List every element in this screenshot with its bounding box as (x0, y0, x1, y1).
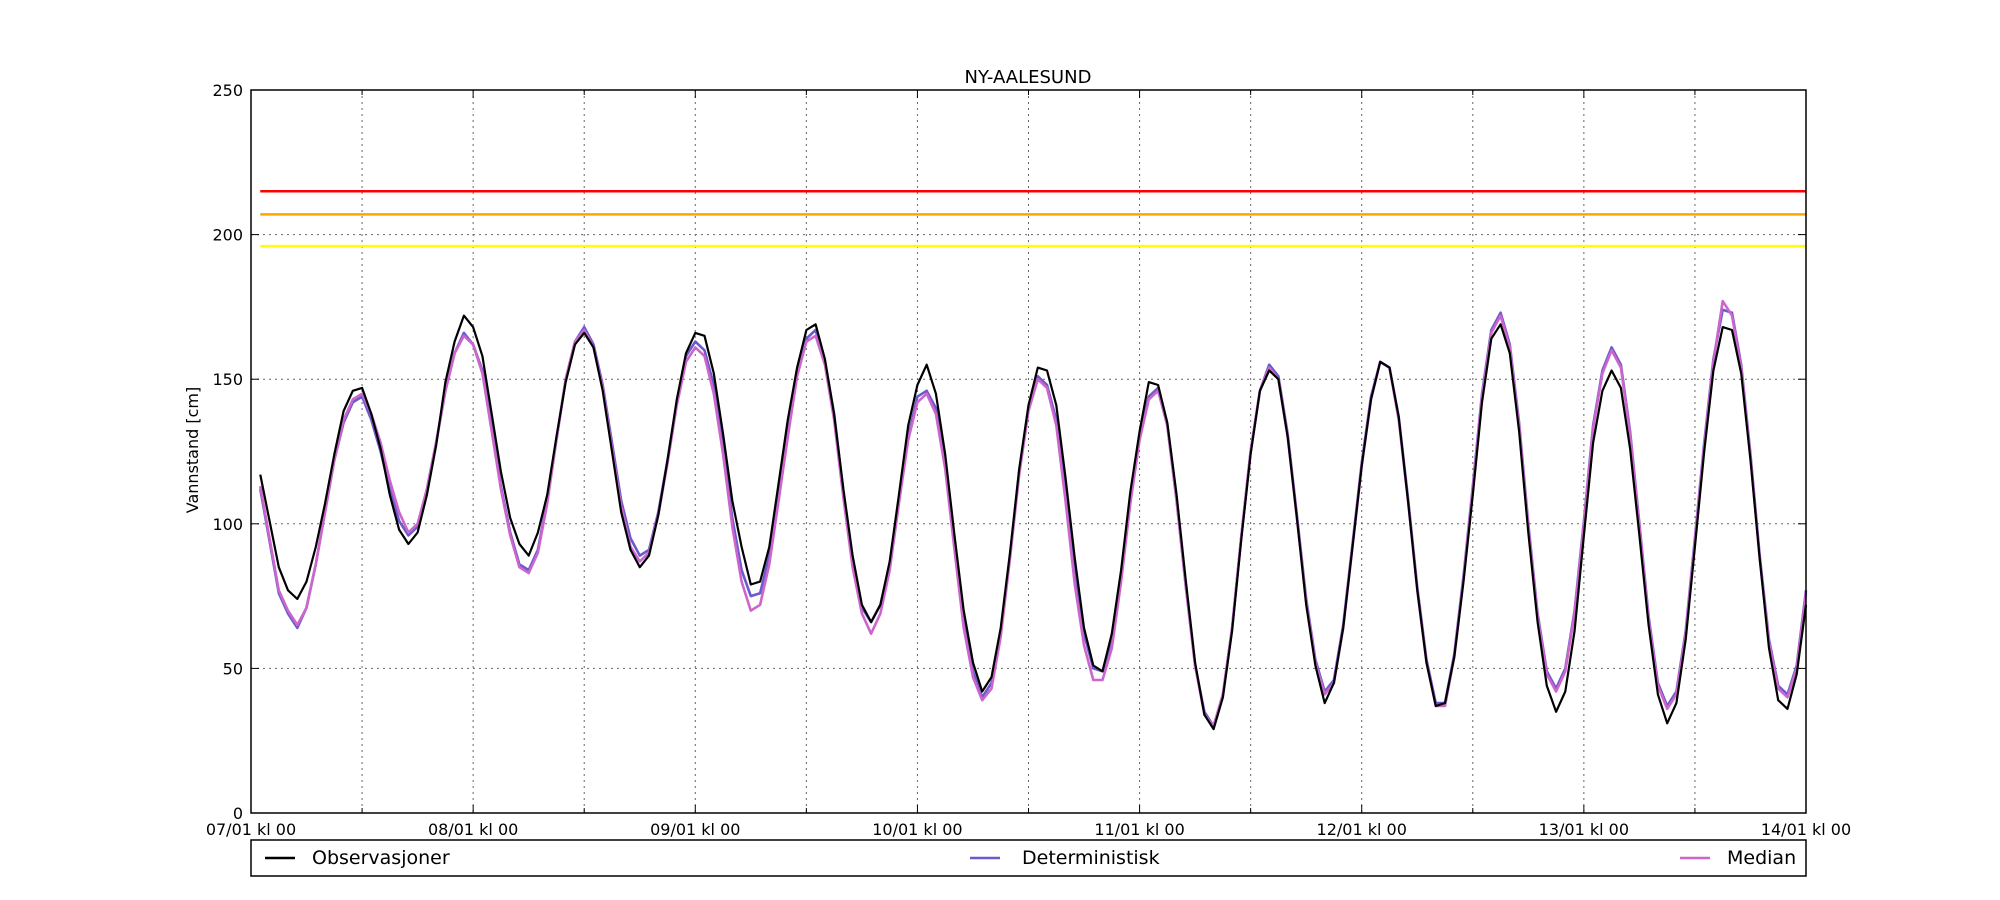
legend-label: Observasjoner (312, 847, 450, 869)
x-tick-label: 08/01 kl 00 (428, 820, 518, 839)
x-tick-label: 09/01 kl 00 (650, 820, 740, 839)
x-tick-label: 07/01 kl 00 (206, 820, 296, 839)
series-line (259, 299, 1808, 728)
legend-label: Median (1727, 847, 1796, 869)
x-tick-label: 11/01 kl 00 (1094, 820, 1184, 839)
chart-title: NY-AALESUND (965, 67, 1092, 88)
x-tick-label: 12/01 kl 00 (1317, 820, 1407, 839)
legend-label: Deterministisk (1022, 847, 1160, 869)
y-tick-label: 100 (212, 515, 243, 534)
series-line (259, 314, 1808, 731)
y-axis-label: Vannstand [cm] (183, 387, 202, 513)
legend: Observasjoner Deterministisk Median (250, 839, 1807, 877)
y-tick-label: 0 (233, 804, 243, 823)
axis-ticks: 0 50 100 150 200 250 07/01 kl 00 08/01 kl 00 09/… (206, 81, 1851, 839)
series-lines (259, 299, 1808, 731)
y-tick-label: 250 (212, 81, 243, 100)
series-line (259, 308, 1808, 728)
x-tick-label: 14/01 kl 00 (1761, 820, 1851, 839)
x-tick-label: 10/01 kl 00 (872, 820, 962, 839)
x-tick-label: 13/01 kl 00 (1539, 820, 1629, 839)
legend-box (250, 839, 1807, 877)
grid-lines (251, 90, 1806, 813)
y-tick-label: 200 (212, 226, 243, 245)
y-tick-label: 150 (212, 370, 243, 389)
threshold-lines (260, 189, 1806, 248)
y-tick-label: 50 (223, 659, 243, 678)
